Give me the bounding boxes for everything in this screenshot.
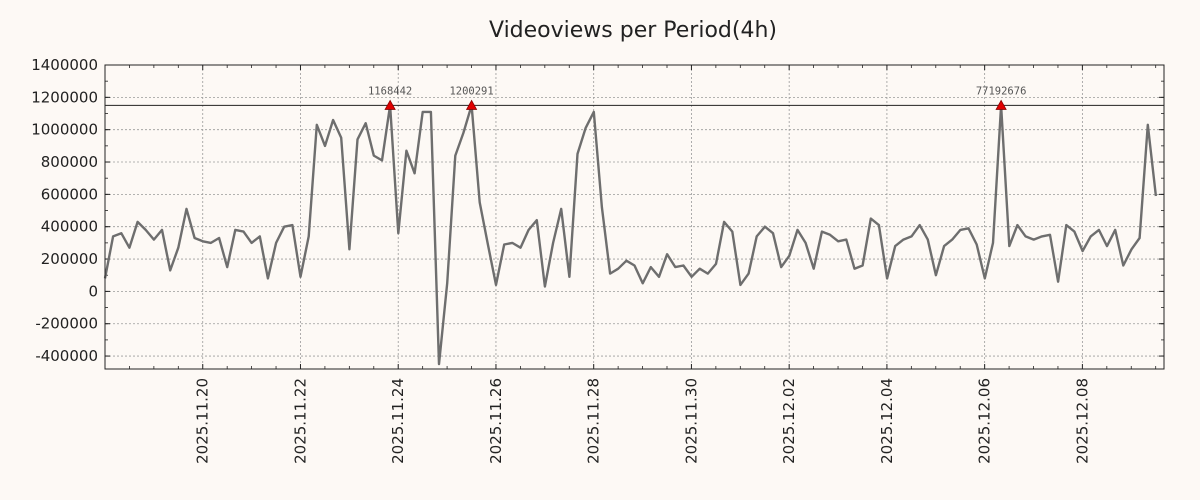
plot-frame — [104, 64, 1165, 370]
x-axis: 2025.11.20 2025.11.22 2025.11.24 2025.11.26… — [194, 378, 1092, 464]
x-tick-label: 2025.11.28 — [585, 378, 603, 464]
x-tick-label: 2025.12.06 — [976, 378, 994, 464]
peak-marker — [384, 99, 396, 110]
y-tick-label: 1400000 — [31, 56, 98, 74]
x-tick-label: 2025.11.22 — [291, 378, 309, 464]
x-tick-label: 2025.12.04 — [878, 378, 896, 464]
y-tick-label: -400000 — [35, 347, 98, 365]
peak-label: 1168442 — [368, 85, 412, 97]
y-tick-label: 200000 — [41, 250, 98, 268]
peak-marker — [465, 99, 478, 110]
y-tick-label: 1000000 — [31, 121, 98, 139]
y-tick-label: 800000 — [41, 153, 98, 171]
y-tick-label: 400000 — [41, 218, 98, 236]
peak-marker — [995, 99, 1007, 110]
y-axis: -400000 -200000 0 200000 400000 600000 800000 1… — [31, 56, 98, 365]
x-tick-label: 2025.11.26 — [487, 378, 505, 464]
x-tick-label: 2025.11.30 — [682, 378, 700, 464]
x-tick-label: 2025.12.08 — [1073, 378, 1091, 464]
y-tick-label: -200000 — [35, 315, 98, 333]
series-line — [103, 104, 1158, 366]
y-tick-label: 600000 — [41, 185, 98, 203]
peak-label: 1200291 — [449, 85, 493, 97]
x-tick-label: 2025.11.24 — [389, 378, 407, 464]
y-tick-label: 0 — [88, 282, 98, 300]
peak-label: 77192676 — [976, 85, 1027, 97]
series-layer — [103, 104, 1158, 366]
plot-area — [105, 65, 1164, 369]
y-tick-label: 1200000 — [31, 88, 98, 106]
chart-title: Videoviews per Period(4h) — [489, 18, 777, 43]
x-tick-label: 2025.11.20 — [194, 378, 212, 464]
x-tick-label: 2025.12.02 — [780, 378, 798, 464]
annotations: 1168442 1200291 77192676 — [368, 85, 1027, 110]
